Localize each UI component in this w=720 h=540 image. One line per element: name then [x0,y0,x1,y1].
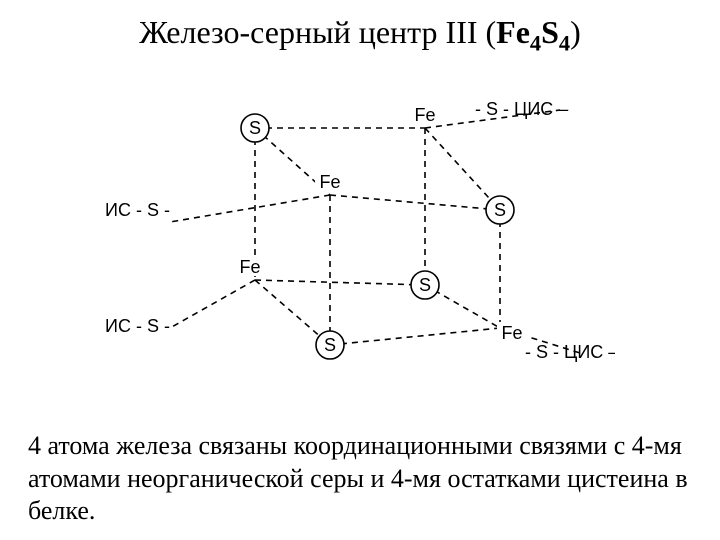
external-label: - S - ЦИС – [525,342,615,362]
diagram-svg: - S - ЦИС – –ЦИС - S - –ЦИС - S - - S - ЦИС… [105,80,615,410]
external-label: –ЦИС - S - [105,316,170,336]
node-label: Fe [501,323,522,343]
node-label: Fe [414,105,435,125]
node-label: S [249,118,261,138]
node-label: S [419,275,431,295]
external-label: –ЦИС - S - [105,200,170,220]
page-title: Железо-серный центр III (Fe4S4) [0,14,720,56]
node-label: S [324,335,336,355]
external-label: - S - ЦИС – [475,99,568,119]
cluster-diagram: - S - ЦИС – –ЦИС - S - –ЦИС - S - - S - ЦИС… [105,80,615,410]
node-label: Fe [239,257,260,277]
node-label: S [494,200,506,220]
caption-text: 4 атома железа связаны координационными … [28,430,688,528]
node-label: Fe [319,172,340,192]
